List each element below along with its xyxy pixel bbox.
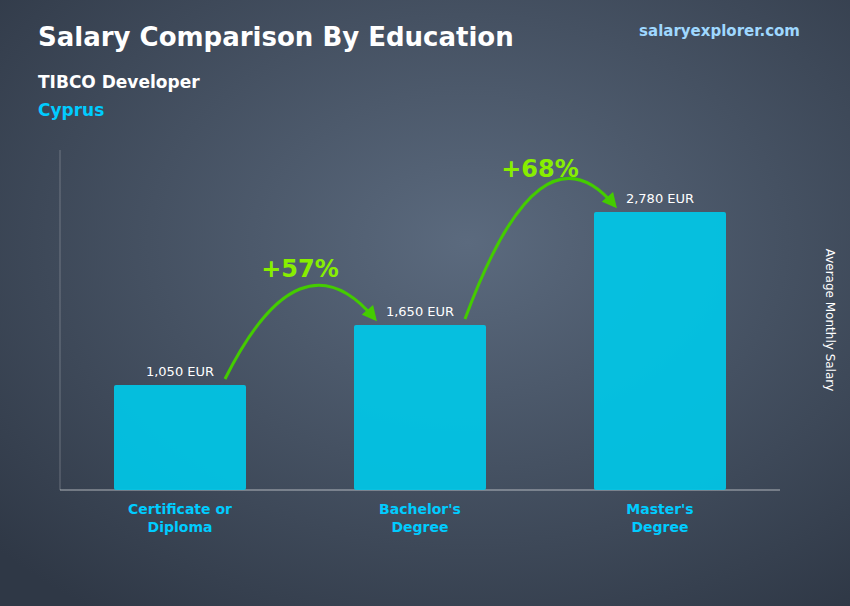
annotation: +57% xyxy=(261,255,339,283)
data-label: 2,780 EUR xyxy=(626,191,694,206)
source: salaryexplorer.com xyxy=(639,22,800,40)
background xyxy=(0,0,850,606)
data-label: 1,050 EUR xyxy=(146,364,214,379)
category-label: Master'sDegree xyxy=(626,501,693,535)
y-axis-line xyxy=(60,150,61,490)
bars xyxy=(114,212,726,490)
title: Salary Comparison By Education xyxy=(38,22,514,52)
growth-arrow xyxy=(465,178,615,319)
growth-arrow xyxy=(225,285,375,379)
bar xyxy=(114,385,246,490)
chart-svg: Salary Comparison By Education TIBCO Deve… xyxy=(0,0,850,606)
category-label: Bachelor'sDegree xyxy=(379,501,461,535)
bar xyxy=(354,325,486,490)
annotation: +68% xyxy=(501,155,579,183)
y-axis-label: Average Monthly Salary xyxy=(823,249,837,392)
category-label: Certificate orDiploma xyxy=(128,501,232,535)
subtitle: TIBCO Developer xyxy=(38,72,200,92)
chart-container: Salary Comparison By Education TIBCO Deve… xyxy=(0,0,850,606)
subtitle: Cyprus xyxy=(38,100,104,120)
bar xyxy=(594,212,726,490)
data-label: 1,650 EUR xyxy=(386,304,454,319)
